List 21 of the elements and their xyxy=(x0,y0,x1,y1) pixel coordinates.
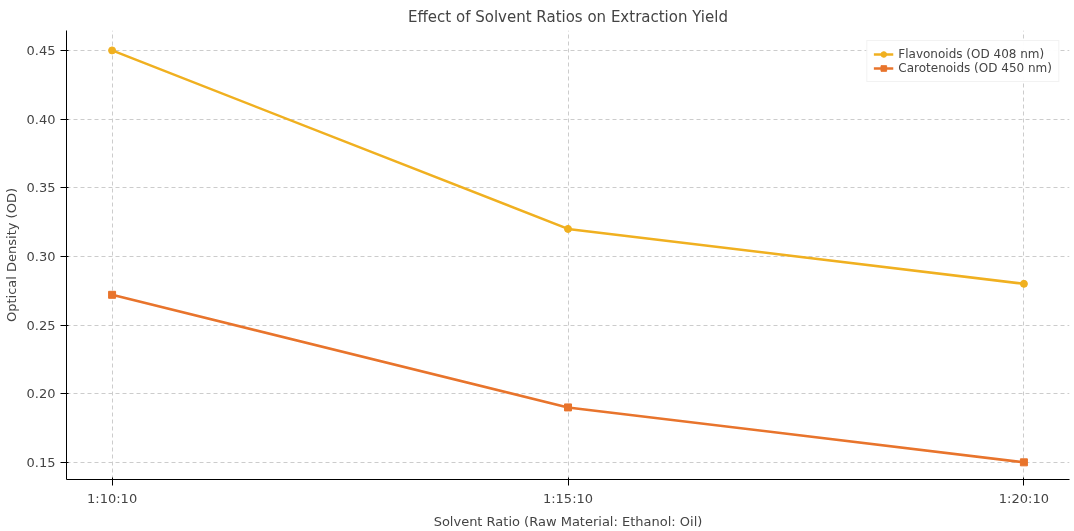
point xyxy=(564,403,572,412)
legend-label: Carotenoids (OD 450 nm) xyxy=(898,61,1052,75)
point xyxy=(564,224,572,233)
x-tick-label: 1:20:10 xyxy=(998,490,1049,506)
legend-label: Flavonoids (OD 408 nm) xyxy=(898,47,1045,61)
chart-title: Effect of Solvent Ratios on Extraction Yield xyxy=(408,7,728,26)
y-tick-label: 0.30 xyxy=(26,248,56,264)
x-axis-title: Solvent Ratio (Raw Material: Ethanol: Oil) xyxy=(433,513,703,529)
point xyxy=(1019,279,1028,288)
y-tick-label: 0.40 xyxy=(26,111,56,127)
point xyxy=(1019,458,1028,467)
x-tick-label: 1:10:10 xyxy=(87,490,138,506)
y-tick-label: 0.25 xyxy=(26,317,56,333)
point xyxy=(108,46,117,55)
y-tick-label: 0.20 xyxy=(26,386,56,402)
y-tick-label: 0.45 xyxy=(26,42,56,58)
y-axis-title: Optical Density (OD) xyxy=(3,188,19,322)
y-tick-label: 0.35 xyxy=(26,180,56,196)
point xyxy=(108,290,117,299)
y-tick-label: 0.15 xyxy=(26,454,56,470)
x-tick-label: 1:15:10 xyxy=(542,490,594,506)
